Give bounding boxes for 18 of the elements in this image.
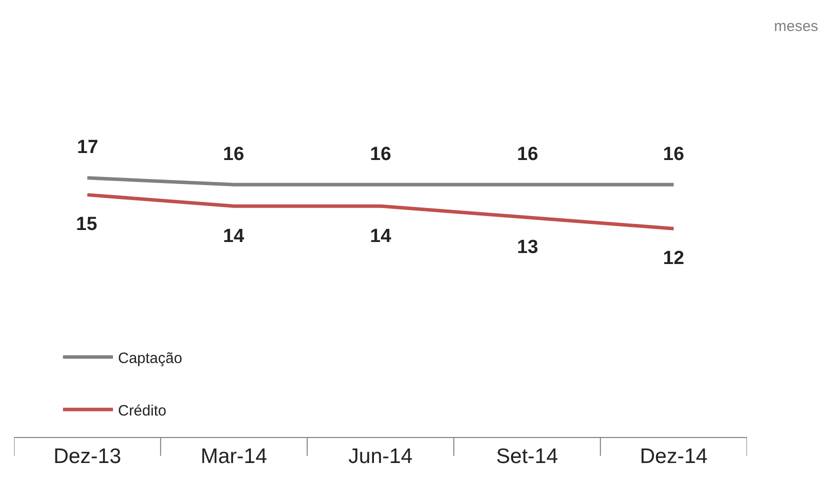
data-label: 14 (223, 226, 245, 247)
data-label: 14 (370, 226, 392, 247)
x-tick-label: Mar-14 (200, 445, 268, 468)
data-label: 16 (223, 144, 244, 165)
data-label: 13 (517, 237, 538, 258)
x-tick-label: Jun-14 (348, 445, 413, 468)
data-label: 16 (663, 144, 684, 165)
text: meses (774, 18, 818, 35)
data-label: 17 (77, 137, 98, 158)
x-tick-label: Dez-14 (640, 445, 708, 468)
data-label: 16 (370, 144, 392, 165)
x-tick-label: Set-14 (496, 445, 558, 468)
data-label: 12 (663, 248, 684, 269)
legend-label: Captação (118, 350, 182, 367)
x-tick-label: Dez-13 (53, 445, 122, 468)
data-label: 15 (76, 214, 98, 235)
legend-label: Crédito (118, 402, 166, 420)
data-label: 16 (517, 144, 538, 165)
